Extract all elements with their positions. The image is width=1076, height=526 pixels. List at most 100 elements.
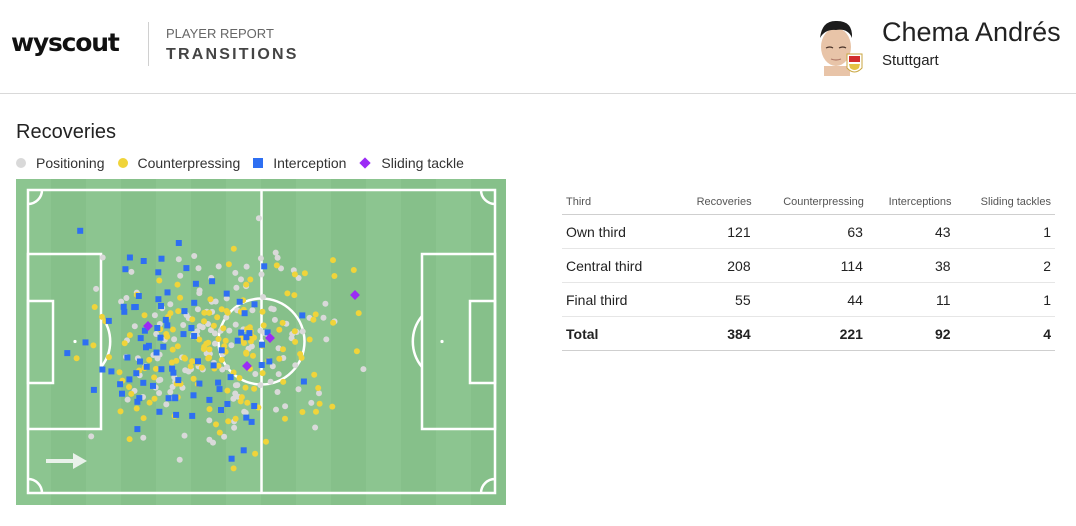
counterpressing-point (128, 390, 135, 397)
interception-point (188, 325, 195, 331)
interception-point (215, 379, 222, 386)
positioning-point (275, 371, 282, 378)
positioning-point (272, 249, 279, 256)
counterpressing-point (243, 281, 250, 288)
positioning-point (167, 301, 174, 308)
counterpressing-point (218, 306, 225, 313)
interception-point (240, 447, 247, 454)
positioning-point (233, 284, 240, 291)
counterpressing-point (250, 352, 256, 359)
header-divider (148, 22, 149, 66)
counterpressing-point (242, 384, 249, 391)
table-cell: 4 (951, 316, 1055, 351)
counterpressing-point (216, 429, 223, 436)
positioning-point (257, 255, 264, 262)
positioning-point (255, 215, 262, 222)
counterpressing-point (174, 343, 181, 350)
interception-point (241, 310, 248, 317)
positioning-point (196, 323, 203, 330)
counterpressing-point (206, 309, 213, 316)
positioning-point (228, 342, 235, 349)
positioning-point (322, 300, 329, 307)
counterpressing-point (330, 319, 337, 326)
positioning-point (231, 424, 238, 431)
counterpressing-point (330, 257, 336, 264)
table-cell: 114 (751, 248, 864, 283)
interception-point (164, 322, 171, 329)
counterpressing-point (214, 314, 221, 321)
interception-point (266, 358, 273, 365)
counterpressing-point (177, 294, 184, 301)
positioning-point (221, 433, 228, 440)
counterpressing-point (218, 356, 225, 363)
interception-point (192, 280, 199, 287)
positioning-point (249, 307, 256, 314)
interception-point (135, 293, 142, 299)
counterpressing-point (189, 358, 196, 365)
interception-point (246, 330, 253, 337)
club-badge-icon (846, 53, 863, 73)
counterpressing-point (284, 290, 291, 297)
counterpressing-point (252, 450, 259, 457)
interception-point (145, 342, 152, 349)
counterpressing-point (224, 309, 231, 316)
interception-point (259, 341, 265, 348)
positioning-point (88, 433, 95, 440)
positioning-point (360, 366, 367, 373)
table-cell: 55 (675, 282, 752, 317)
counterpressing-point (230, 245, 237, 252)
counterpressing-point (299, 409, 306, 415)
positioning-point (295, 386, 302, 393)
interception-point (216, 386, 223, 393)
counterpressing-point (152, 365, 159, 372)
positioning-point (175, 256, 182, 263)
counterpressing-point (313, 408, 319, 415)
counterpressing-point (224, 387, 231, 394)
counterpressing-point (355, 310, 362, 317)
interception-point (191, 299, 198, 306)
report-header: wyscout PLAYER REPORT TRANSITIONS Chema … (0, 0, 1076, 94)
player-avatar (820, 20, 863, 76)
interception-point (243, 414, 250, 421)
table-cell: 384 (675, 316, 752, 351)
recoveries-legend: Positioning Counterpressing Interception… (16, 154, 477, 172)
positioning-point (171, 336, 178, 343)
counterpressing-point (220, 325, 227, 332)
table-cell: Final third (562, 282, 676, 317)
positioning-point (230, 395, 237, 402)
positioning-point (312, 424, 319, 431)
interception-point (90, 386, 97, 393)
positioning-point (131, 323, 138, 330)
interception-point (236, 298, 243, 305)
positioning-point (195, 265, 202, 272)
positioning-point (224, 364, 230, 371)
interception-point (189, 412, 196, 419)
positioning-point (270, 306, 277, 313)
sliding-tackle-point (242, 361, 252, 371)
section-title: Recoveries (16, 121, 117, 143)
counterpressing-point (126, 332, 133, 339)
counterpressing-circle-icon (117, 158, 128, 168)
interception-point (165, 395, 172, 402)
counterpressing-point (198, 364, 205, 371)
positioning-point (194, 306, 201, 313)
column-header: Interceptions (863, 190, 952, 215)
counterpressing-point (263, 438, 269, 445)
recoveries-table: Third Recoveries Counterpressing Interce… (562, 190, 1055, 351)
column-header: Third (562, 190, 676, 215)
positioning-point (123, 295, 130, 301)
positioning-point (118, 298, 125, 305)
positioning-point (180, 322, 187, 328)
interception-point (122, 266, 129, 273)
legend-interception: Interception (253, 155, 346, 171)
interception-point (206, 396, 213, 403)
counterpressing-point (121, 340, 128, 347)
counterpressing-point (236, 375, 243, 381)
interception-point (218, 347, 225, 354)
counterpressing-point (206, 406, 213, 413)
interception-point (223, 290, 230, 297)
counterpressing-point (298, 354, 305, 361)
legend-label: Positioning (36, 155, 105, 171)
positioning-point (156, 390, 163, 396)
table-cell: 92 (863, 316, 952, 351)
